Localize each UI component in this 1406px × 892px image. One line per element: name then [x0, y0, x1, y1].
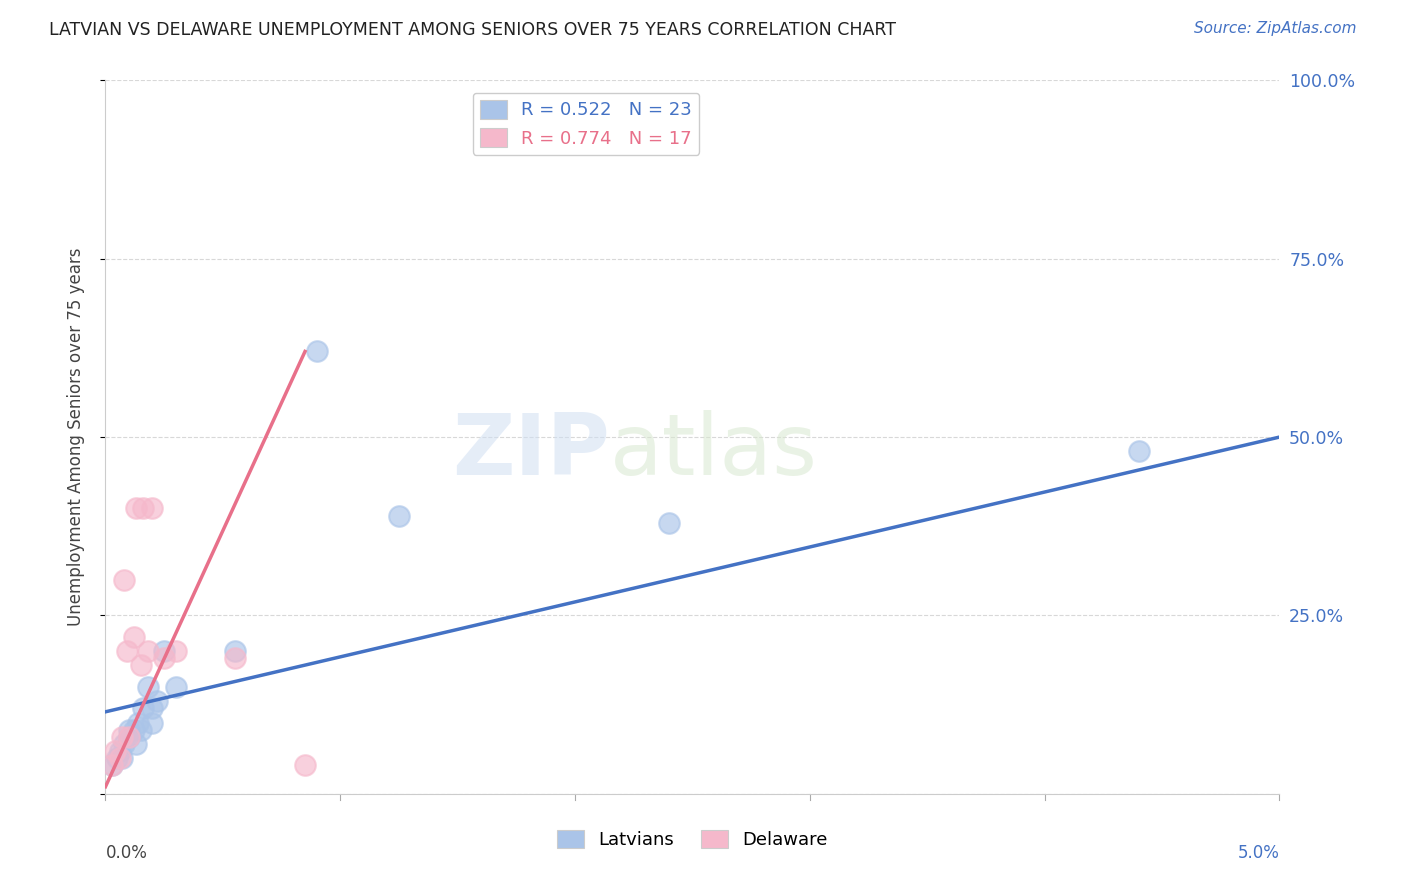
Text: ZIP: ZIP — [453, 409, 610, 493]
Point — [388, 508, 411, 523]
Point — [108, 744, 131, 758]
Point — [111, 751, 134, 765]
Point — [136, 644, 159, 658]
Y-axis label: Unemployment Among Seniors over 75 years: Unemployment Among Seniors over 75 years — [66, 248, 84, 626]
Point — [305, 344, 328, 359]
Point — [294, 758, 316, 772]
Point — [141, 715, 163, 730]
Point — [112, 737, 135, 751]
Point — [101, 758, 124, 772]
Point — [101, 758, 124, 772]
Point — [115, 644, 138, 658]
Point — [141, 701, 163, 715]
Point — [112, 573, 135, 587]
Point — [132, 501, 155, 516]
Point — [165, 644, 187, 658]
Point — [136, 680, 159, 694]
Text: 0.0%: 0.0% — [105, 844, 148, 862]
Point — [658, 516, 681, 530]
Text: 5.0%: 5.0% — [1237, 844, 1279, 862]
Point — [153, 644, 176, 658]
Point — [105, 751, 128, 765]
Point — [111, 730, 134, 744]
Point — [125, 501, 148, 516]
Point — [108, 751, 131, 765]
Point — [127, 715, 149, 730]
Point — [224, 644, 246, 658]
Point — [153, 651, 176, 665]
Point — [1128, 444, 1150, 458]
Point — [122, 723, 145, 737]
Point — [146, 694, 169, 708]
Point — [129, 658, 152, 673]
Point — [129, 723, 152, 737]
Legend: Latvians, Delaware: Latvians, Delaware — [550, 822, 835, 856]
Point — [122, 630, 145, 644]
Point — [141, 501, 163, 516]
Point — [125, 737, 148, 751]
Point — [104, 744, 127, 758]
Point — [118, 730, 141, 744]
Point — [118, 730, 141, 744]
Text: atlas: atlas — [610, 409, 818, 493]
Point — [224, 651, 246, 665]
Point — [165, 680, 187, 694]
Text: Source: ZipAtlas.com: Source: ZipAtlas.com — [1194, 21, 1357, 37]
Point — [132, 701, 155, 715]
Text: LATVIAN VS DELAWARE UNEMPLOYMENT AMONG SENIORS OVER 75 YEARS CORRELATION CHART: LATVIAN VS DELAWARE UNEMPLOYMENT AMONG S… — [49, 21, 896, 39]
Point — [118, 723, 141, 737]
